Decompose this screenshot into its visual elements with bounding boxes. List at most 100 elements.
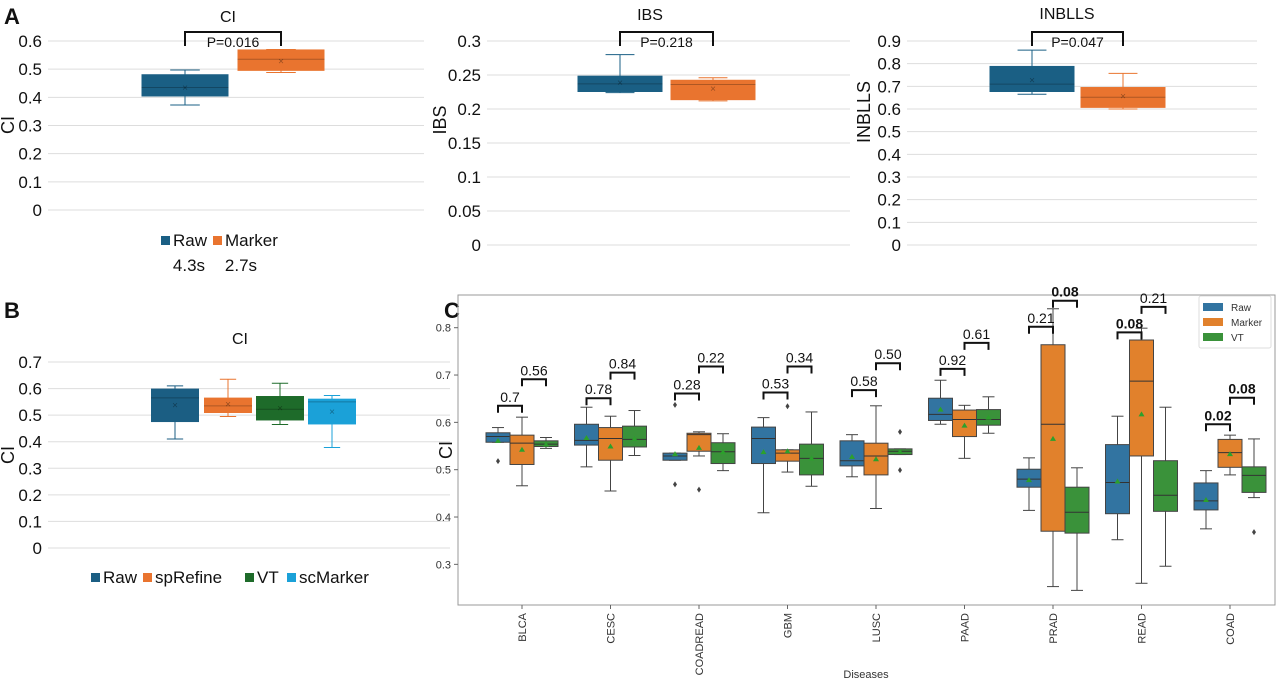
legend-swatch: [143, 573, 152, 582]
significance-bracket: [1028, 325, 1054, 334]
y-tick-label: 0.6: [877, 100, 901, 119]
chart-title: INBLLS: [1039, 6, 1094, 23]
mean-marker: [897, 448, 903, 454]
mean-marker: [937, 406, 944, 412]
y-tick-label: 0.2: [18, 486, 42, 505]
box-VT: [256, 396, 304, 421]
p-value-label: 0.50: [874, 346, 901, 362]
box-Raw: [989, 65, 1075, 92]
p-value-label: 0.84: [609, 356, 636, 372]
mean-marker: [1138, 411, 1145, 417]
y-tick-label: 0.5: [18, 406, 42, 425]
box-Raw: [839, 440, 865, 467]
mean-marker: [1026, 477, 1032, 483]
panel-label-c: C: [444, 298, 460, 323]
significance-bracket: [939, 367, 966, 376]
significance-bracket: [619, 31, 714, 46]
y-tick-label: 0.4: [18, 433, 42, 452]
y-tick-label: 0.6: [18, 32, 42, 51]
x-axis-label: Diseases: [843, 669, 889, 681]
y-tick-label: 0.6: [436, 417, 451, 429]
y-tick-label: 0.15: [448, 134, 481, 153]
legend-label: VT: [1231, 333, 1244, 344]
y-tick-label: 0.3: [877, 168, 901, 187]
mean-marker: ×: [182, 83, 188, 94]
p-value-label: 0.08: [1228, 381, 1255, 397]
legend-label: Marker: [1231, 318, 1263, 329]
mean-marker: [696, 444, 702, 450]
box-Marker: [670, 79, 756, 101]
x-tick-label: READ: [1137, 613, 1149, 644]
mean-marker: [1203, 496, 1209, 502]
y-tick-label: 0.9: [877, 32, 901, 51]
mean-marker: ×: [278, 57, 284, 68]
x-tick-label: COADREAD: [694, 613, 706, 675]
p-value-label: 0.61: [963, 326, 990, 342]
significance-bracket: [762, 391, 789, 400]
y-tick-label: 0.3: [436, 559, 451, 571]
y-tick-label: 0.7: [436, 370, 451, 382]
legend-label: Raw: [103, 568, 138, 587]
mean-marker: [1050, 435, 1056, 441]
mean-marker: [631, 435, 638, 441]
legend-swatch: [245, 573, 254, 582]
significance-bracket: [786, 365, 813, 374]
y-tick-label: 0.2: [18, 145, 42, 164]
outlier-point: [898, 467, 902, 474]
mean-marker: ×: [172, 401, 178, 412]
legend-swatch: [1203, 318, 1223, 326]
legend-label: Raw: [1231, 303, 1252, 314]
mean-marker: [519, 446, 525, 452]
legend-label: VT: [257, 568, 279, 587]
x-tick-label: LUSC: [871, 613, 883, 642]
box-Raw: [751, 426, 776, 465]
significance-bracket: [609, 371, 636, 380]
mean-marker: [720, 449, 726, 455]
mean-marker: ×: [1120, 91, 1126, 102]
significance-bracket: [1052, 299, 1078, 308]
chart-C: 0.30.40.50.60.70.8CIDiseasesBLCA0.70.56C…: [436, 284, 1276, 681]
box-Raw: [574, 423, 599, 446]
y-tick-label: 0: [892, 236, 901, 255]
mean-marker: [985, 414, 992, 420]
y-tick-label: 0.4: [436, 512, 451, 524]
mean-marker: ×: [710, 84, 716, 95]
y-tick-label: 0.05: [448, 202, 481, 221]
significance-bracket: [1031, 31, 1124, 46]
box-VT: [1064, 486, 1090, 534]
x-tick-label: COAD: [1225, 613, 1237, 645]
mean-marker: [784, 448, 791, 454]
outlier-point: [898, 428, 902, 435]
x-tick-label: BLCA: [517, 612, 529, 641]
y-tick-label: 0.1: [877, 213, 901, 232]
x-tick-label: PAAD: [960, 613, 972, 642]
y-tick-label: 0.3: [457, 32, 481, 51]
y-axis-label: CI: [0, 116, 18, 134]
significance-bracket: [1205, 423, 1231, 432]
p-value-label: 0.22: [697, 350, 724, 366]
y-tick-label: 0.3: [18, 459, 42, 478]
p-value-label: 0.56: [520, 362, 547, 378]
legend-swatch: [213, 236, 222, 245]
y-tick-label: 0.3: [18, 117, 42, 136]
runtime-label: 2.7s: [225, 256, 257, 275]
significance-bracket: [674, 392, 700, 401]
y-tick-label: 0.5: [877, 123, 901, 142]
chart-A_INBLLS: 0 0.1 0.2 0.3 0.4 0.5 0.6 0.7 0.8 0.9 INBLLS INBLLS…: [854, 6, 1257, 255]
box-Raw: [141, 74, 229, 97]
outlier-point: [697, 486, 701, 493]
chart-B_CI: 0 0.1 0.2 0.3 0.4 0.5 0.6 0.7 CI CI × × × × Raw spRefin…: [0, 331, 450, 587]
y-axis-label: CI: [436, 441, 456, 459]
legend: Raw Marker VT: [1198, 295, 1272, 349]
runtime-label: 4.3s: [173, 256, 205, 275]
x-tick-label: CESC: [606, 613, 618, 644]
significance-bracket: [497, 404, 523, 413]
plot-frame: [457, 294, 1276, 606]
outlier-point: [673, 481, 677, 488]
mean-marker: [760, 449, 767, 455]
p-value-label: P=0.218: [640, 34, 693, 50]
box-scMarker: [308, 398, 356, 425]
significance-bracket: [875, 362, 901, 371]
significance-bracket: [963, 341, 990, 350]
